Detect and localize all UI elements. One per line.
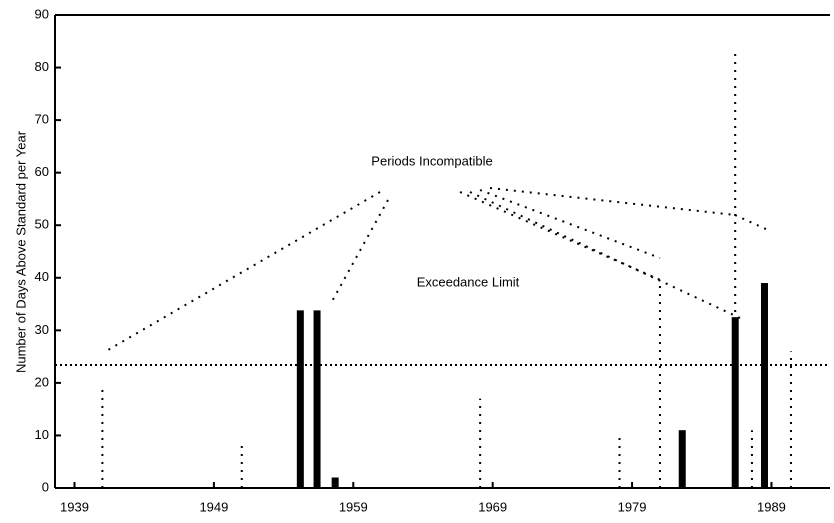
annotation: Periods Incompatible [371, 153, 492, 168]
y-axis-label: Number of Days Above Standard per Year [13, 130, 28, 373]
y-tick-label: 20 [35, 374, 49, 389]
annotation-leaders [107, 187, 769, 351]
y-tick-label: 70 [35, 112, 49, 127]
bar [760, 283, 768, 488]
y-tick-label: 50 [35, 217, 49, 232]
y-tick-label: 80 [35, 59, 49, 74]
x-tick-label: 1989 [757, 499, 786, 514]
x-tick-label: 1939 [60, 499, 89, 514]
y-tick-label: 0 [42, 479, 49, 494]
y-tick-label: 40 [35, 269, 49, 284]
bar [313, 310, 321, 488]
x-tick-label: 1949 [199, 499, 228, 514]
bar [331, 477, 339, 488]
x-tick-label: 1969 [478, 499, 507, 514]
y-tick-label: 10 [35, 427, 49, 442]
x-tick-label: 1959 [339, 499, 368, 514]
bar [678, 430, 686, 488]
annotation: Exceedance Limit [417, 274, 520, 289]
bar [296, 310, 304, 488]
y-tick-label: 30 [35, 322, 49, 337]
bar [731, 317, 739, 488]
y-tick-label: 60 [35, 164, 49, 179]
x-tick-label: 1979 [618, 499, 647, 514]
y-tick-label: 90 [35, 6, 49, 21]
